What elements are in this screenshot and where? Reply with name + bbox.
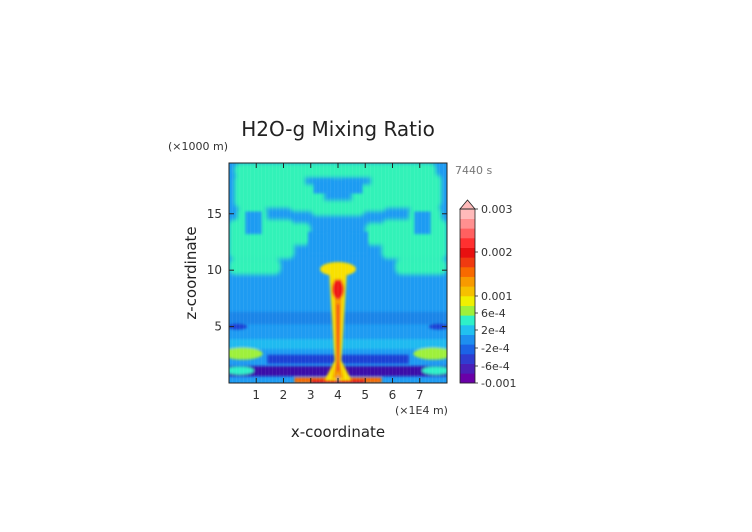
x-tick-label-2: 2 (280, 388, 288, 402)
colorbar-label-6: -6e-4 (481, 360, 510, 373)
time-label: 7440 s (455, 164, 492, 177)
colorbar-swatch-3 (460, 344, 475, 355)
colorbar-swatch-13 (460, 247, 475, 258)
y-axis-ticks: 5 10 15 (207, 207, 447, 334)
layer-2km-right (413, 347, 447, 360)
layer-2km-left (229, 347, 263, 360)
layer-1km-right (422, 366, 447, 375)
colorbar-label-3: 6e-4 (481, 307, 506, 320)
chart-title: H2O-g Mixing Ratio (241, 117, 435, 141)
plume (320, 262, 356, 383)
layer-1km-left (229, 366, 254, 375)
colorbar-swatch-6 (460, 315, 475, 326)
colorbar-swatch-15 (460, 228, 475, 239)
colorbar-swatch-11 (460, 267, 475, 277)
colorbar-swatch-4 (460, 334, 475, 345)
upper-gap-4 (313, 179, 333, 194)
colorbar-swatch-9 (460, 286, 475, 297)
upper-gap-0 (245, 211, 262, 235)
upper-gap-3 (348, 231, 368, 255)
x-tick-label-3: 3 (307, 388, 315, 402)
x-tick-label-4: 4 (334, 388, 342, 402)
x-tick-label-5: 5 (361, 388, 369, 402)
plume-core-stem (336, 304, 340, 372)
y-tick-label-10: 10 (207, 263, 222, 277)
x-tick-label-6: 6 (389, 388, 397, 402)
upper-layer-blob-7 (229, 258, 281, 275)
upper-gap-1 (414, 211, 431, 235)
colorbar: 0.003 0.002 0.001 6e-4 2e-4 -2e-4 -6e-4 -0.001 (459, 199, 516, 390)
layer-5km-right (428, 323, 447, 330)
upper-gap-5 (343, 179, 363, 194)
colorbar-extend-max (459, 199, 476, 210)
colorbar-swatch-10 (460, 276, 475, 287)
colorbar-label-7: -0.001 (481, 377, 516, 390)
upper-layer-blob-11 (291, 222, 311, 246)
x-unit-label: (×1E4 m) (395, 404, 448, 417)
upper-layer-blob-12 (365, 222, 385, 246)
colorbar-swatch-0 (460, 373, 475, 384)
x-tick-label-1: 1 (252, 388, 260, 402)
upper-layer-blob-8 (395, 258, 447, 275)
upper-layer-blob-0 (234, 163, 437, 178)
colorbar-swatch-12 (460, 257, 475, 268)
upper-layer-blob-13 (310, 200, 366, 217)
colorbar-label-4: 2e-4 (481, 324, 506, 337)
layer-5km-left (229, 323, 248, 330)
colorbar-swatch-7 (460, 305, 475, 316)
x-axis-ticks: 1 2 3 4 5 6 7 (252, 163, 424, 402)
colorbar-swatch-16 (460, 218, 475, 229)
heatmap-field (229, 163, 447, 383)
colorbar-swatch-5 (460, 325, 475, 335)
colorbar-label-1: 0.002 (481, 246, 513, 259)
colorbar-swatch-8 (460, 296, 475, 306)
colorbar-label-5: -2e-4 (481, 342, 510, 355)
upper-layer-blob-1 (234, 174, 306, 209)
y-axis-label: z-coordinate (182, 226, 200, 319)
x-tick-label-7: 7 (416, 388, 424, 402)
plume-top-cap (320, 262, 356, 277)
y-unit-label: (×1000 m) (168, 140, 228, 153)
upper-layer-gaps (245, 179, 431, 255)
colorbar-label-2: 0.001 (481, 290, 513, 303)
colorbar-swatch-14 (460, 238, 475, 248)
colorbar-label-0: 0.003 (481, 203, 513, 216)
y-tick-label-5: 5 (214, 320, 222, 334)
plume-core-upper (332, 279, 344, 300)
colorbar-swatch-1 (460, 363, 475, 374)
upper-layer-blob-2 (370, 174, 442, 209)
grid-texture (229, 163, 447, 383)
colorbar-swatch-17 (460, 209, 475, 219)
x-axis-label: x-coordinate (291, 423, 385, 441)
upper-gap-2 (308, 231, 328, 255)
colorbar-swatch-2 (460, 354, 475, 364)
y-tick-label-15: 15 (207, 207, 222, 221)
